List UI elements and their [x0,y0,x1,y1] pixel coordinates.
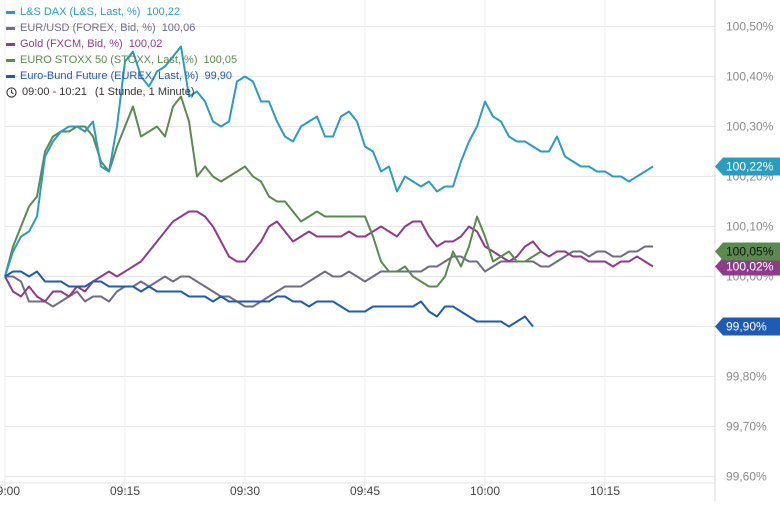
legend-swatch [6,42,15,46]
legend-value: 99,90 [204,70,233,82]
series-line-3 [4,95,542,288]
x-tick-label: 09:00 [0,484,20,498]
x-tick-label: 09:30 [230,484,260,498]
legend-value: 100,06 [161,22,196,34]
y-tick-label: 100,10% [726,220,774,234]
legend: L&S DAX (L&S, Last, %) 100,22 EUR/USD (F… [6,4,237,100]
legend-label: Gold (FXCM, Bid, %) [20,38,123,50]
legend-label: Euro-Bund Future (EUREX, Last, %) [20,70,199,82]
last-value-badge-bg [715,317,780,336]
x-tick-label: 10:15 [590,484,620,498]
y-tick-label: 100,40% [726,70,774,84]
time-range: 09:00 - 10:21 [22,86,87,98]
time-range-row: 09:00 - 10:21 (1 Stunde, 1 Minute) [6,84,237,100]
y-tick-label: 100,50% [726,20,774,34]
last-value-badges: 100,22% 100,02%100,05% 99,90% [715,157,780,336]
y-tick-label: 99,70% [726,420,767,434]
legend-value: 100,05 [203,54,238,66]
legend-swatch [6,74,15,78]
last-value-badge-text: 100,22% [726,160,774,174]
series-line-4 [4,270,534,328]
grid [4,0,715,493]
last-value-badge-text: 99,90% [726,320,767,334]
legend-value: 100,02 [128,38,163,50]
last-value-badge-text: 100,02% [726,260,774,274]
legend-item-eurostoxx[interactable]: EURO STOXX 50 (STOXX, Last, %) 100,05 [6,52,237,68]
series-line-2 [4,210,654,303]
legend-swatch [6,58,15,62]
legend-label: EURO STOXX 50 (STOXX, Last, %) [20,54,198,66]
legend-swatch [6,26,15,30]
x-tick-label: 09:15 [110,484,140,498]
clock-icon [6,86,17,98]
series-line-0 [4,45,654,277]
legend-value: 100,22 [146,6,181,18]
legend-item-eurobund[interactable]: Euro-Bund Future (EUREX, Last, %) 99,90 [6,68,237,84]
y-tick-label: 99,80% [726,370,767,384]
legend-swatch [6,10,15,14]
interval-label: (1 Stunde, 1 Minute) [94,86,195,98]
legend-label: L&S DAX (L&S, Last, %) [20,6,141,18]
y-tick-label: 100,30% [726,120,774,134]
legend-item-gold[interactable]: Gold (FXCM, Bid, %) 100,02 [6,36,237,52]
series-lines [4,45,654,328]
last-value-badge-bg [715,242,780,261]
last-value-badge-bg [715,157,780,176]
x-tick-label: 10:00 [470,484,500,498]
legend-label: EUR/USD (FOREX, Bid, %) [20,22,156,34]
x-tick-label: 09:45 [350,484,380,498]
series-line-1 [5,245,653,308]
legend-item-eurusd[interactable]: EUR/USD (FOREX, Bid, %) 100,06 [6,20,237,36]
last-value-badge-text: 100,05% [726,245,774,259]
y-tick-label: 99,60% [726,470,767,484]
legend-item-lsdax[interactable]: L&S DAX (L&S, Last, %) 100,22 [6,4,237,20]
last-value-badge-bg [715,257,780,276]
